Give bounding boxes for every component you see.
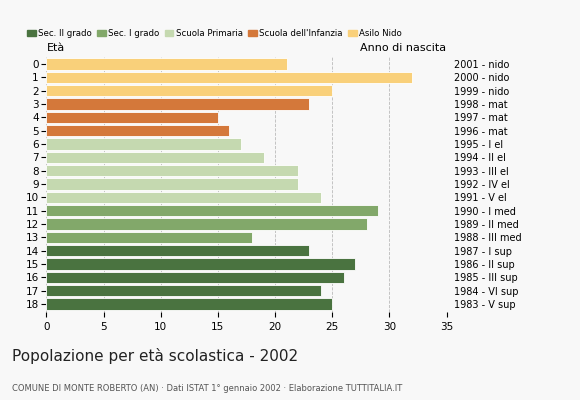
Bar	[46, 232, 252, 243]
Bar	[46, 178, 298, 190]
Bar	[46, 285, 321, 296]
Bar	[46, 138, 241, 150]
Text: COMUNE DI MONTE ROBERTO (AN) · Dati ISTAT 1° gennaio 2002 · Elaborazione TUTTITA: COMUNE DI MONTE ROBERTO (AN) · Dati ISTA…	[12, 384, 402, 393]
Text: Anno di nascita: Anno di nascita	[361, 44, 447, 54]
Bar	[46, 205, 378, 216]
Bar	[46, 192, 321, 203]
Bar	[46, 98, 309, 110]
Bar	[46, 85, 332, 96]
Bar	[46, 58, 287, 70]
Bar	[46, 272, 344, 283]
Bar	[46, 72, 412, 83]
Text: Età: Età	[46, 44, 64, 54]
Text: Popolazione per età scolastica - 2002: Popolazione per età scolastica - 2002	[12, 348, 298, 364]
Bar	[46, 258, 355, 270]
Bar	[46, 112, 218, 123]
Bar	[46, 245, 309, 256]
Legend: Sec. II grado, Sec. I grado, Scuola Primaria, Scuola dell'Infanzia, Asilo Nido: Sec. II grado, Sec. I grado, Scuola Prim…	[24, 26, 405, 42]
Bar	[46, 218, 367, 230]
Bar	[46, 165, 298, 176]
Bar	[46, 125, 229, 136]
Bar	[46, 298, 332, 310]
Bar	[46, 152, 264, 163]
